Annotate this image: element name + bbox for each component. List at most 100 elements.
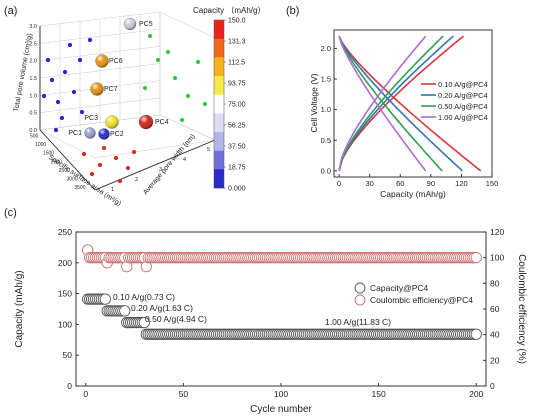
x-tick-label: 200 [469, 389, 483, 399]
colorbar-tick-label: 56.25 [228, 123, 246, 130]
projection-dot [49, 77, 55, 83]
sphere-label-pc2: PC2 [110, 131, 124, 138]
capacity-point [138, 316, 150, 329]
y-tick-label: 5 [207, 147, 210, 153]
legend: 0.10 A/g@PC4 0.20 A/g@PC4 0.50 A/g@PC4 1.00… [421, 80, 488, 122]
y-tick-label: 3 [159, 167, 162, 173]
charge-curve-2 [338, 35, 444, 172]
projection-dot [179, 117, 185, 123]
axis-ticks: 0 50 100 150 200 0 50 100 150 200 250 0 20 40 60 80 100 1… [58, 227, 505, 399]
x-tick-label: 60 [396, 179, 404, 188]
ce-point [470, 252, 482, 264]
x-tick-label: 0 [337, 179, 341, 188]
projection-dot [172, 75, 178, 81]
x-tick-label: 1500 [43, 151, 54, 157]
x-tick-label: 3000 [67, 176, 78, 182]
colorbar-band [214, 94, 224, 114]
curves [338, 35, 482, 172]
x-axis-label: Specific surface area (m²/g) [47, 154, 122, 208]
projection-dot [59, 115, 65, 121]
x-tick-label: 120 [455, 179, 468, 188]
y2-tick-label: 20 [490, 355, 500, 365]
panel-a-label: (a) [4, 5, 17, 17]
z-tick-label: 1.0 [29, 93, 37, 99]
z-tick-label: 2.5 [29, 41, 37, 47]
y-tick-label: 1.0 [321, 105, 331, 114]
rate-annotations: 0.10 A/g(0.73 C)0.20 A/g(1.63 C)0.50 A/g… [113, 292, 391, 327]
projection-dot [195, 59, 201, 65]
y-tick-label: 1.5 [321, 75, 331, 84]
x-tick-label: 2000 [51, 159, 62, 165]
y-tick-label: 2.0 [321, 44, 331, 53]
x-tick-label: 3500 [74, 185, 85, 191]
z-tick-label: 0.5 [29, 111, 37, 117]
projection-dot [125, 165, 131, 171]
projection-dot [113, 155, 119, 161]
sphere-highlight [139, 115, 153, 129]
colorbar-band [214, 150, 224, 170]
colorbar-title: Capacity （mAh/g） [193, 6, 265, 15]
y-axis [94, 139, 216, 191]
charge-curve-0 [338, 35, 465, 172]
z-axis-label: Total pore volume (cm³/g) [13, 33, 34, 112]
y-tick-label: 4 [183, 157, 186, 163]
projection-dots [41, 33, 208, 184]
colorbar-band [214, 57, 224, 77]
y-tick-label: 200 [58, 258, 72, 268]
z-tick-label: 1.5 [29, 76, 37, 82]
x-axis-label: Cycle number [250, 404, 312, 415]
y-tick-label: 150 [58, 289, 72, 299]
projection-dot [62, 69, 68, 75]
sphere-label-pc6: PC6 [109, 58, 123, 65]
sphere-label-pc4: PC4 [155, 119, 169, 126]
discharge-curve-0 [338, 35, 482, 172]
legend-marker [354, 294, 366, 306]
projection-dot [67, 42, 73, 48]
x-tick-label: 150 [486, 179, 499, 188]
x-tick-label: 50 [179, 389, 189, 399]
sphere-highlight [84, 127, 96, 139]
projection-dot [53, 127, 59, 133]
projection-dot [165, 49, 171, 55]
x-tick-label: 30 [366, 179, 374, 188]
x-tick-label: 1000 [35, 142, 46, 148]
z-tick-label: 3.0 [29, 24, 37, 30]
grid-lines [39, 14, 161, 128]
projection-dot [87, 37, 93, 43]
charge-curve-1 [338, 35, 454, 172]
axis-ticks: 0.0 0.5 1.0 1.5 2.0 2.5 3.0 500 1000 1500 2000 2500… [29, 24, 210, 193]
rate-annotation: 1.00 A/g(11.83 C) [325, 317, 391, 327]
projection-dot [77, 57, 83, 63]
panel-c-cycling: 0 50 100 150 200 0 50 100 150 200 250 0 20 40 60 80 100 1… [14, 227, 527, 415]
y-tick-label: 250 [58, 227, 72, 237]
legend-label: Coulombic efficiency@PC4 [370, 295, 473, 305]
sphere-label-pc1: PC1 [68, 130, 82, 137]
colorbar-tick-label: 75.00 [228, 102, 246, 109]
y-tick-label: 0 [67, 381, 72, 391]
projection-dot [185, 93, 191, 99]
y2-tick-label: 80 [490, 278, 500, 288]
y2-tick-label: 40 [490, 330, 500, 340]
discharge-curve-1 [338, 35, 463, 172]
projection-dot [142, 85, 148, 91]
colorbar-band [214, 20, 224, 39]
y-tick-label: 1 [111, 187, 114, 193]
z-tick-label: 0.0 [29, 128, 37, 134]
projection-dot [202, 101, 208, 107]
colorbar-tick-label: 112.5 [228, 60, 245, 67]
y-tick-label: 0.5 [321, 136, 331, 145]
y-tick-label: 2 [135, 177, 138, 183]
legend-label: Capacity@PC4 [370, 283, 429, 293]
x-tick-label: 0 [83, 389, 88, 399]
legend-label: 0.10 A/g@PC4 [438, 80, 488, 89]
capacity-point [470, 328, 482, 340]
colorbar-tick-label: 150.0 [228, 18, 246, 25]
projection-dot [89, 171, 95, 177]
y-tick-label: 50 [63, 350, 73, 360]
projection-dot [101, 145, 107, 151]
charge-curve-3 [338, 35, 427, 172]
sphere-highlight [124, 18, 136, 30]
colorbar-band [214, 169, 224, 189]
capacity-point [99, 293, 111, 305]
projection-dot [79, 109, 85, 115]
